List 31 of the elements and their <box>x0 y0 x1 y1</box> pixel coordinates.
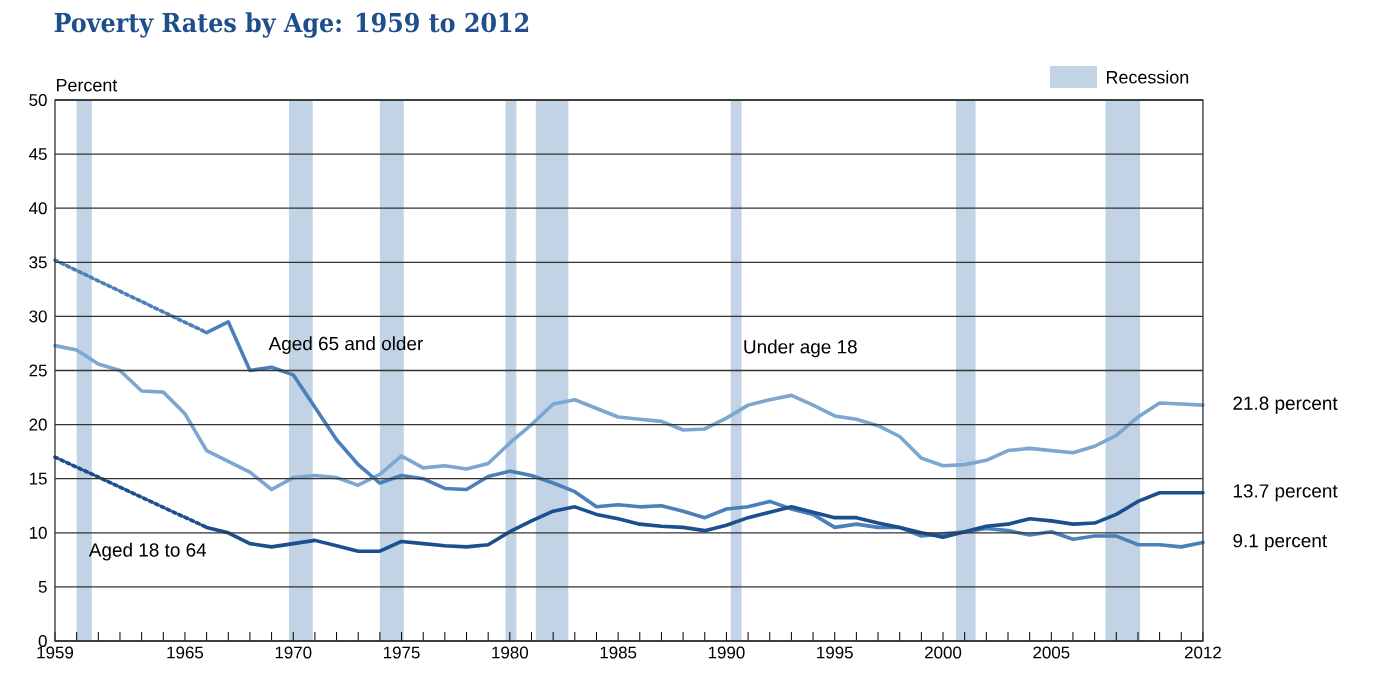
series-label: Aged 18 to 64 <box>88 542 207 561</box>
x-tick-label: 1965 <box>167 646 204 659</box>
x-tick-label: 1985 <box>600 646 637 659</box>
x-tick-label: 1995 <box>817 646 853 659</box>
x-tick-label: 2012 <box>1184 646 1221 659</box>
y-tick-label: 25 <box>29 364 47 377</box>
x-tick-label: 2000 <box>925 646 962 659</box>
text: 9.1 percent <box>1233 533 1327 552</box>
y-tick-label: 50 <box>29 94 47 106</box>
x-tick-label: 1980 <box>492 646 529 659</box>
x-tick-label: 1959 <box>37 646 74 659</box>
legend-label: Recession <box>1107 70 1189 84</box>
x-tick-label: 1975 <box>384 646 420 659</box>
y-axis-title: Percent <box>56 78 118 92</box>
text: 21.8 percent <box>1233 396 1338 414</box>
y-tick-label: 0 <box>38 635 47 647</box>
y-tick-label: 30 <box>29 310 47 323</box>
text: Under age 18 <box>744 339 857 358</box>
x-tick-label: 2005 <box>1033 646 1070 659</box>
y-tick-label: 40 <box>29 202 47 215</box>
y-tick-label: 5 <box>38 580 47 593</box>
chart-title: Poverty Rates by Age: 1959 to 2012 <box>54 12 529 38</box>
y-tick-label: 45 <box>29 148 47 161</box>
x-tick-label: 1990 <box>708 646 745 659</box>
text: 13.7 percent <box>1233 484 1338 502</box>
y-tick-label: 15 <box>29 472 47 485</box>
series-label: Aged 65 and older <box>268 336 423 354</box>
y-tick-label: 20 <box>29 418 47 431</box>
y-tick-label: 10 <box>29 526 47 539</box>
x-tick-label: 1970 <box>275 646 312 659</box>
y-tick-label: 35 <box>29 256 47 269</box>
